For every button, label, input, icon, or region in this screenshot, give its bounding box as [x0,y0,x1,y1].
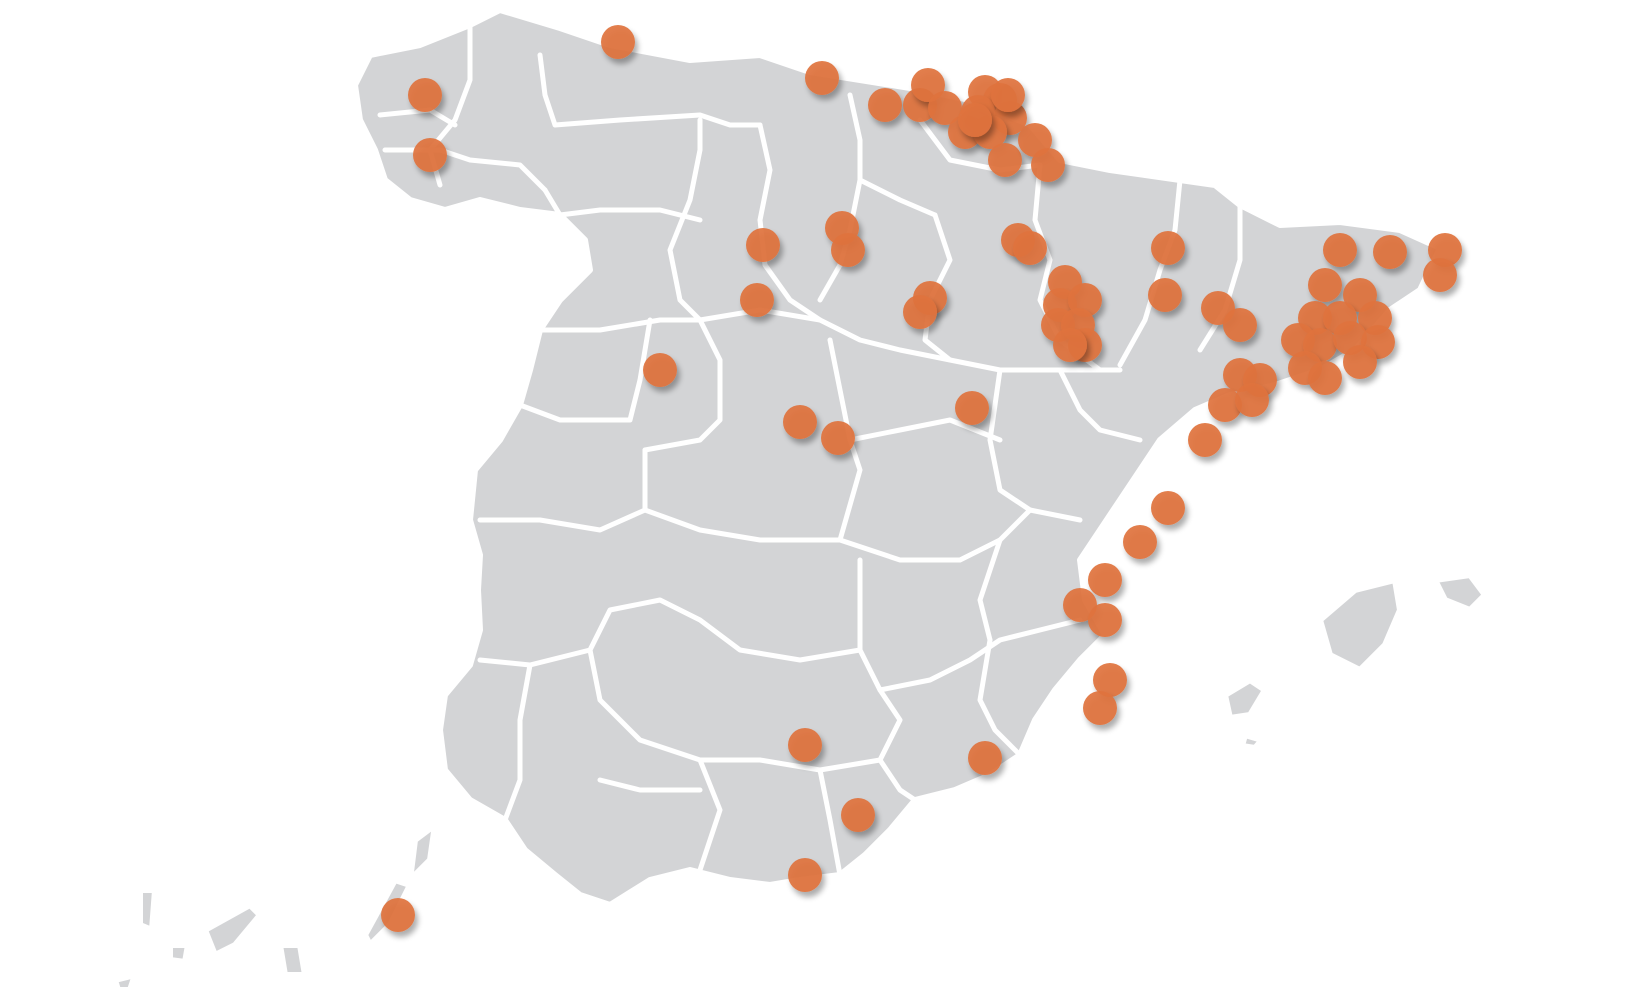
el-hierro [112,972,138,993]
ibiza [1222,677,1268,721]
location-marker-valencia-3[interactable] [1063,588,1097,622]
location-marker-malaga[interactable] [788,858,822,892]
gran-canaria [277,942,308,978]
location-marker-cantabria[interactable] [805,61,839,95]
location-marker-zaragoza-7[interactable] [1053,328,1087,362]
mallorca [1317,577,1403,673]
location-marker-girona-1[interactable] [1323,233,1357,267]
location-marker-huesca-2[interactable] [1148,278,1182,312]
location-marker-asturias[interactable] [601,25,635,59]
la-gomera [167,942,191,965]
location-marker-valencia-4[interactable] [1088,603,1122,637]
markers-layer [381,25,1462,932]
tenerife [202,902,263,958]
location-marker-castellon[interactable] [1188,423,1222,457]
menorca [1432,572,1488,613]
location-marker-murcia[interactable] [968,741,1002,775]
location-marker-burgos-2[interactable] [831,233,865,267]
location-marker-huesca-1[interactable] [1151,231,1185,265]
location-marker-guadalajara[interactable] [955,391,989,425]
location-marker-jaen[interactable] [788,728,822,762]
balearic-islands [1222,572,1488,751]
location-marker-girona-2[interactable] [1373,235,1407,269]
location-marker-navarra-3[interactable] [1031,148,1065,182]
location-marker-salamanca[interactable] [643,353,677,387]
location-marker-segovia[interactable] [783,405,817,439]
location-marker-valencia-1[interactable] [1123,525,1157,559]
location-marker-palencia[interactable] [746,228,780,262]
location-marker-tarragona-3[interactable] [1208,388,1242,422]
location-marker-gipuzkoa-7[interactable] [958,103,992,137]
location-marker-navarra-2[interactable] [1018,123,1052,157]
location-marker-girona-4[interactable] [1423,258,1457,292]
location-marker-soria-2[interactable] [903,295,937,329]
location-marker-barcelona-12[interactable] [1343,345,1377,379]
location-marker-alicante-1[interactable] [1093,663,1127,697]
location-marker-gipuzkoa-8[interactable] [991,78,1025,112]
location-marker-valladolid[interactable] [740,283,774,317]
location-marker-alicante-2[interactable] [1083,691,1117,725]
location-marker-bizkaia-4[interactable] [928,91,962,125]
location-marker-canarias[interactable] [381,898,415,932]
location-marker-granada[interactable] [841,798,875,832]
location-marker-bizkaia-1[interactable] [868,88,902,122]
la-palma [137,887,158,933]
location-marker-tarragona-4[interactable] [1235,383,1269,417]
formentera [1239,732,1265,751]
location-marker-castellon-2[interactable] [1151,491,1185,525]
location-marker-lleida-2[interactable] [1223,308,1257,342]
location-marker-galicia-2[interactable] [413,138,447,172]
location-marker-barcelona-1[interactable] [1308,268,1342,302]
location-marker-la-rioja-2[interactable] [1013,231,1047,265]
location-marker-navarra-1[interactable] [988,143,1022,177]
location-marker-madrid[interactable] [821,421,855,455]
location-marker-barcelona-11[interactable] [1308,361,1342,395]
location-marker-galicia-1[interactable] [408,78,442,112]
location-marker-valencia-2[interactable] [1088,563,1122,597]
lanzarote [407,822,438,883]
